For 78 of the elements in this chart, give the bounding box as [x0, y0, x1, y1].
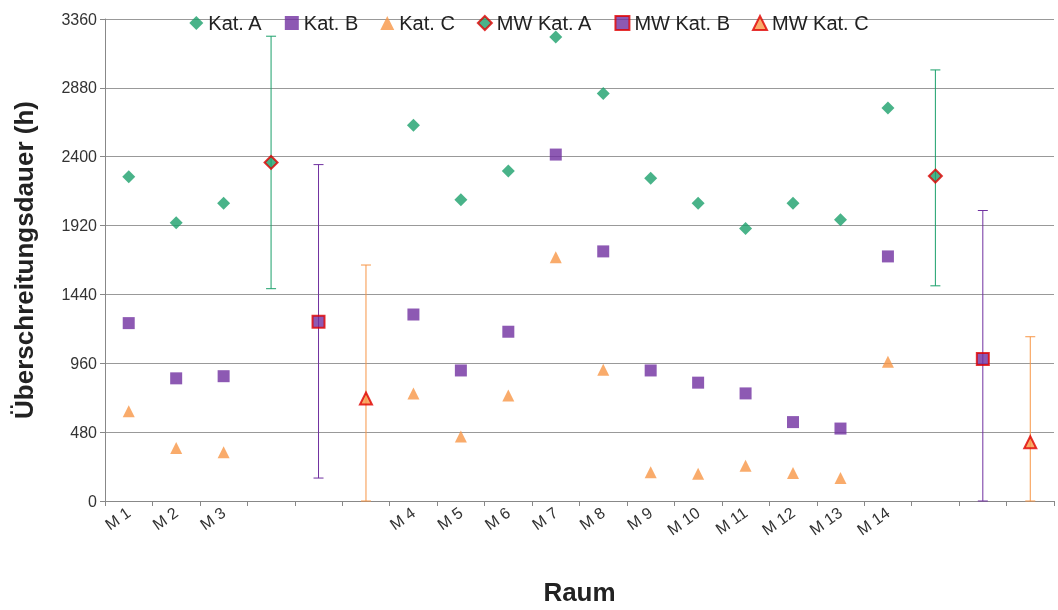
- point: [217, 370, 230, 383]
- point: [597, 363, 610, 376]
- point: [975, 351, 990, 366]
- point: [122, 170, 136, 184]
- y-axis-title: Überschreitungsdauer (h): [9, 101, 39, 419]
- point: [122, 317, 135, 330]
- point: [549, 148, 562, 161]
- x-tick-label: M 3: [196, 503, 229, 534]
- point: [692, 467, 705, 480]
- y-tick-label: 960: [70, 354, 98, 372]
- point: [596, 87, 610, 101]
- point: [834, 472, 847, 485]
- legend-label: MW Kat. B: [634, 12, 730, 34]
- point: [644, 171, 658, 185]
- point: [644, 466, 657, 479]
- y-tick-label: 2400: [61, 148, 98, 166]
- legend-label: MW Kat. C: [771, 12, 869, 34]
- point: [169, 216, 183, 230]
- point: [881, 355, 894, 368]
- point: [502, 389, 515, 402]
- x-tick-label: M 10: [664, 503, 704, 539]
- point: [691, 196, 705, 210]
- legend-label: MW Kat. A: [496, 12, 592, 34]
- legend-label: Kat. A: [208, 12, 263, 34]
- x-tick-label: M 8: [576, 503, 609, 534]
- point: [739, 459, 752, 472]
- x-tick-label: M 9: [623, 503, 656, 534]
- y-tick-label: 1440: [61, 285, 98, 303]
- y-tick-label: 2880: [61, 79, 98, 97]
- point: [927, 168, 943, 184]
- point: [833, 213, 847, 227]
- point: [502, 325, 515, 338]
- x-tick-label: M 11: [712, 503, 751, 538]
- point: [549, 251, 562, 264]
- legend-label: Kat. C: [399, 12, 455, 34]
- point: [454, 430, 467, 443]
- y-tick-label: 0: [88, 492, 98, 510]
- x-axis-title: Raum: [543, 577, 616, 607]
- point: [217, 446, 230, 459]
- point: [122, 405, 135, 418]
- y-tick-label: 1920: [61, 217, 98, 235]
- point: [739, 387, 752, 400]
- point: [549, 30, 563, 44]
- point: [263, 154, 279, 170]
- x-tick-label: M 13: [806, 503, 846, 539]
- point: [739, 221, 753, 235]
- point: [597, 245, 610, 258]
- x-tick-label: M 7: [529, 503, 561, 534]
- x-tick-label: M 1: [102, 503, 134, 534]
- point: [787, 467, 800, 480]
- y-tick-label: 480: [70, 423, 98, 441]
- point: [501, 164, 515, 178]
- x-tick-label: M 5: [434, 503, 466, 534]
- point: [1023, 435, 1038, 450]
- point: [692, 376, 705, 389]
- point: [787, 416, 800, 429]
- x-tick-label: M 14: [853, 503, 893, 539]
- x-tick-label: M 12: [759, 503, 798, 539]
- point: [170, 441, 183, 454]
- legend-label: Kat. B: [303, 12, 359, 34]
- point: [454, 364, 467, 377]
- point: [217, 196, 231, 210]
- x-tick-label: M 6: [481, 503, 514, 534]
- point: [834, 422, 847, 435]
- x-tick-label: M 4: [386, 503, 419, 534]
- point: [358, 391, 373, 406]
- point: [406, 118, 420, 132]
- point: [454, 193, 468, 207]
- point: [170, 372, 183, 385]
- point: [644, 364, 657, 377]
- point: [786, 196, 800, 210]
- y-tick-label: 3360: [61, 10, 98, 28]
- point: [881, 250, 894, 263]
- point: [311, 314, 326, 329]
- point: [881, 101, 895, 115]
- point: [407, 308, 420, 321]
- x-tick-label: M 2: [149, 503, 182, 534]
- point: [407, 387, 420, 400]
